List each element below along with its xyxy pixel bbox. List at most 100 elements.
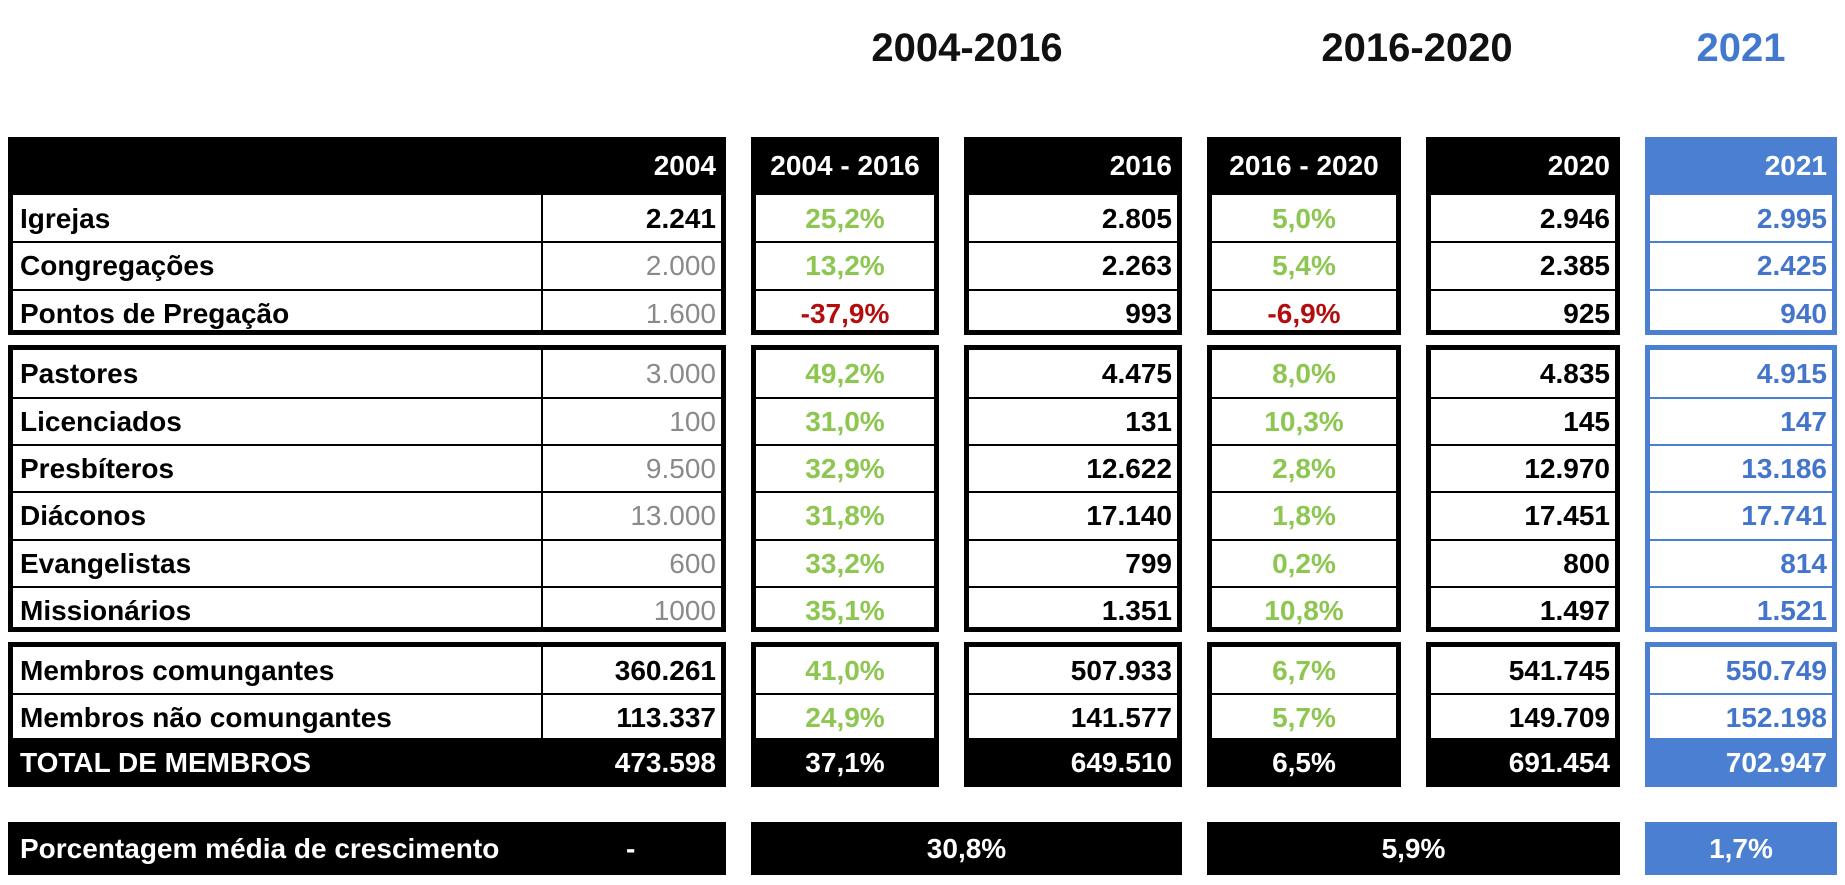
cell-g1: 49,2%	[805, 358, 885, 389]
cell-y2016: 141.577	[1070, 702, 1172, 733]
row-separator	[964, 397, 1182, 399]
cell-y2020: 2.385	[1539, 250, 1610, 281]
section-border	[1645, 642, 1837, 647]
row-separator	[1645, 241, 1837, 243]
section-border	[1207, 345, 1401, 350]
cell-y2004: 600	[669, 548, 716, 579]
cell-g2: 5,0%	[1272, 203, 1336, 234]
cell-y2016: 2.263	[1101, 250, 1172, 281]
cell-y2016: 12.622	[1086, 453, 1172, 484]
row-label: Igrejas	[20, 203, 111, 234]
period-heading-2004-2016: 2004-2016	[871, 26, 1063, 70]
row-separator	[1645, 491, 1837, 493]
block-growth-2004-2016	[751, 137, 939, 787]
row-separator	[1207, 289, 1401, 291]
total-growth-2016-2020: 6,5%	[1272, 747, 1336, 778]
row-separator	[1426, 586, 1620, 588]
section-border	[8, 627, 726, 632]
total-bar-2021	[1645, 738, 1837, 787]
cell-y2021: 4.915	[1756, 358, 1827, 389]
cell-y2021: 17.741	[1741, 500, 1827, 531]
cell-g2: 10,8%	[1264, 595, 1344, 626]
cell-g1: 31,0%	[805, 406, 885, 437]
cell-y2021: 2.995	[1756, 203, 1827, 234]
section-gap	[6, 632, 728, 642]
cell-y2020: 149.709	[1508, 702, 1610, 733]
header-2016: 2016	[964, 137, 1182, 195]
cell-g1: 13,2%	[805, 250, 885, 281]
total-label: TOTAL DE MEMBROS	[20, 747, 311, 778]
cell-y2021: 550.749	[1725, 655, 1827, 686]
header-growth-2004-2016: 2004 - 2016	[751, 137, 939, 195]
cell-y2021: 147	[1780, 406, 1827, 437]
row-separator	[1645, 397, 1837, 399]
block-growth-2016-2020	[1207, 137, 1401, 787]
row-separator	[1426, 241, 1620, 243]
row-separator	[1207, 397, 1401, 399]
cell-y2016: 507.933	[1070, 655, 1172, 686]
cell-g2: 2,8%	[1272, 453, 1336, 484]
period-heading-2021: 2021	[1696, 26, 1786, 70]
average-growth-label: Porcentagem média de crescimento	[20, 833, 500, 864]
row-separator	[8, 289, 726, 291]
cell-y2021: 814	[1780, 548, 1827, 579]
row-separator	[751, 241, 939, 243]
cell-g2: 5,4%	[1272, 250, 1336, 281]
section-border	[1207, 330, 1401, 335]
cell-y2020: 800	[1563, 548, 1610, 579]
section-border	[1426, 627, 1620, 632]
section-border	[1645, 330, 1837, 335]
row-label: Evangelistas	[20, 548, 192, 579]
cell-y2020: 2.946	[1539, 203, 1610, 234]
row-separator	[964, 693, 1182, 695]
row-separator	[964, 491, 1182, 493]
section-gap	[962, 335, 1184, 345]
row-label: Pastores	[20, 358, 139, 389]
average-growth-2016-2020: 5,9%	[1207, 822, 1620, 875]
cell-g1: 41,0%	[805, 655, 885, 686]
cell-y2021: 1.521	[1756, 595, 1827, 626]
row-separator	[1207, 491, 1401, 493]
row-separator	[1426, 539, 1620, 541]
cell-y2016: 799	[1125, 548, 1172, 579]
row-label: Presbíteros	[20, 453, 175, 484]
section-gap	[1643, 335, 1839, 345]
row-separator	[1207, 539, 1401, 541]
row-separator	[964, 586, 1182, 588]
cell-y2004: 13.000	[630, 500, 716, 531]
section-border	[1426, 330, 1620, 335]
row-separator	[1426, 444, 1620, 446]
header-growth-2016-2020: 2016 - 2020	[1207, 137, 1401, 195]
cell-g1: 24,9%	[805, 702, 885, 733]
section-border	[1426, 642, 1620, 647]
cell-y2020: 1.497	[1539, 595, 1610, 626]
cell-y2004: 1000	[653, 595, 716, 626]
total-2021: 702.947	[1725, 747, 1827, 778]
row-separator	[1426, 289, 1620, 291]
cell-y2004: 113.337	[616, 702, 716, 733]
row-separator	[1207, 241, 1401, 243]
row-separator	[751, 444, 939, 446]
label-value-divider	[541, 195, 543, 738]
row-separator	[1645, 289, 1837, 291]
cell-y2004: 360.261	[614, 655, 716, 686]
average-growth-bar: Porcentagem média de crescimento -	[8, 822, 726, 875]
row-separator	[751, 539, 939, 541]
header-2004: 2004	[8, 137, 726, 195]
cell-g1: 25,2%	[805, 203, 885, 234]
total-2020: 691.454	[1508, 747, 1610, 778]
cell-y2016: 1.351	[1101, 595, 1172, 626]
cell-y2016: 4.475	[1101, 358, 1172, 389]
row-separator	[751, 397, 939, 399]
cell-g1: 33,2%	[805, 548, 885, 579]
row-separator	[751, 693, 939, 695]
section-gap	[6, 335, 728, 345]
row-separator	[964, 241, 1182, 243]
section-border	[1645, 627, 1837, 632]
cell-g2: 6,7%	[1272, 655, 1336, 686]
cell-y2021: 152.198	[1725, 702, 1827, 733]
row-separator	[1645, 693, 1837, 695]
row-separator	[964, 539, 1182, 541]
section-border	[751, 627, 939, 632]
cell-y2016: 993	[1125, 298, 1172, 329]
